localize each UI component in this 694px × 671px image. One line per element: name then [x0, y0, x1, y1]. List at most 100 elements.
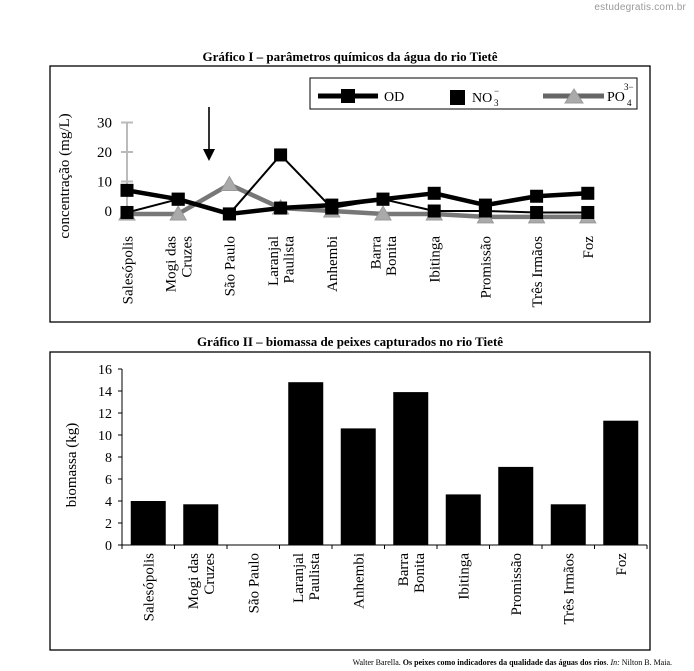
chart2-label-line: Mogi das — [186, 553, 202, 609]
source-in-label: In: — [610, 658, 620, 667]
chart2-x-tick-labels: Salesópolis Mogi das Cruzes São Paulo Laranj… — [142, 553, 631, 625]
chart1-point-od — [171, 192, 185, 206]
chart2-label-line: São Paulo — [247, 553, 263, 613]
chart2-label-sao-paulo: São Paulo — [247, 553, 263, 613]
chart1-label-line: Ibitinga — [427, 236, 443, 283]
chart2-label-salesopolis: Salesópolis — [142, 553, 158, 621]
chart1-series-lines — [126, 153, 588, 220]
chart1-point-od — [581, 186, 595, 200]
chart2-label-line: Anhembi — [352, 553, 368, 609]
legend-no3-label: NO — [472, 91, 492, 106]
chart1-title: Gráfico I – parâmetros químicos da água … — [202, 49, 498, 64]
chart1-y-tick-label: 0 — [105, 204, 113, 220]
legend-po4-subscript: 4 — [627, 98, 632, 108]
chart1-y-axis — [121, 121, 133, 217]
chart2-title: Gráfico II – biomassa de peixes capturad… — [196, 334, 504, 349]
chart1-x-tick-labels: Salesópolis Mogi das Cruzes São Paulo Laranj… — [120, 236, 597, 308]
chart1-y-tick-label: 30 — [97, 116, 112, 132]
chart1-point-od — [376, 192, 390, 206]
chart1-label-mogi-das-cruzes: Mogi das Cruzes — [164, 236, 196, 292]
chart2-y-axis-label: biomassa (kg) — [64, 423, 80, 508]
legend-od-marker — [341, 89, 355, 103]
chart2-y-tick-label: 10 — [98, 429, 112, 444]
chart2-label-foz: Foz — [614, 553, 630, 576]
chart2-label-line: Paulista — [307, 553, 323, 601]
chart2-label-tres-irmaos: Três Irmãos — [562, 553, 578, 625]
chart2-label-line: Cruzes — [202, 553, 218, 595]
site-watermark: estudegratis.com.br — [594, 2, 686, 13]
chart1-label-sao-paulo: São Paulo — [223, 236, 239, 296]
chart1-label-line: Barra — [368, 236, 384, 270]
chart2-y-tick-labels: 0 2 4 6 8 10 12 14 16 — [98, 363, 112, 554]
legend-po4-marker — [564, 88, 584, 104]
legend-od-label: OD — [384, 90, 404, 105]
source-citation: Walter Barella. Os peixes como indicador… — [352, 658, 672, 667]
legend-po4-superscript: 3− — [624, 82, 634, 92]
chart2-label-line: Salesópolis — [142, 553, 158, 621]
chart1-label-foz: Foz — [581, 236, 597, 259]
chart2-label-line: Três Irmãos — [562, 553, 578, 625]
chart1-point-no3 — [427, 204, 441, 218]
chart1-label-promissao: Promissão — [479, 236, 495, 299]
chart2-bar-salesopolis — [130, 501, 166, 545]
chart1-label-line: Cruzes — [179, 236, 195, 278]
chart1-label-line: Foz — [581, 236, 597, 259]
chart2-label-anhembi: Anhembi — [352, 553, 368, 609]
chart1-point-po4-3 — [169, 204, 188, 221]
chart1-point-no3 — [274, 148, 288, 162]
chart1-point-od — [530, 189, 544, 203]
legend-po4-label: PO — [607, 90, 625, 105]
legend-no3-marker — [450, 90, 465, 105]
chart1-y-tick-labels: 0 10 20 30 — [97, 116, 112, 221]
chart2-label-barra-bonita: Barra Bonita — [396, 553, 428, 593]
chart2-bar-barra-bonita — [393, 392, 429, 545]
chart1-point-od — [274, 201, 288, 215]
chart1-label-line: Bonita — [384, 236, 400, 276]
arrow-annotation — [203, 107, 215, 161]
chart2-label-line: Ibitinga — [457, 553, 473, 600]
chart1-label-anhembi: Anhembi — [325, 236, 341, 292]
chart2-label-line: Barra — [396, 553, 412, 587]
chart2-label-ibitinga: Ibitinga — [457, 553, 473, 600]
chart1-series-line-od — [126, 188, 588, 217]
chart2-label-line: Promissão — [509, 553, 525, 616]
chart1-series-markers — [118, 148, 597, 224]
legend-no3-subscript: 3 — [494, 98, 499, 108]
chart1-label-tres-irmaos: Três Irmãos — [530, 236, 546, 308]
chart2-y-tick-label: 14 — [98, 385, 112, 400]
chart2-label-mogi-das-cruzes: Mogi das Cruzes — [186, 553, 218, 609]
chart1-point-od — [478, 198, 492, 212]
chart2-y-tick-label: 12 — [98, 407, 112, 422]
chart2-label-line: Foz — [614, 553, 630, 576]
chart1-point-od — [222, 207, 236, 221]
chart2-y-tick-label: 0 — [105, 539, 112, 554]
chart1-label-salesopolis: Salesópolis — [120, 236, 136, 304]
chart1-series-line-po4-3 — [127, 182, 588, 220]
chart2-bar-promissao — [498, 466, 534, 545]
chart2-bar-laranjal-paulista — [288, 382, 324, 545]
chart1-label-line: São Paulo — [223, 236, 239, 296]
chart1-point-no3 — [581, 205, 595, 219]
chart1-label-line: Três Irmãos — [530, 236, 546, 308]
chart1-legend: OD NO 3− PO 43− — [318, 82, 634, 108]
chart1-label-barra-bonita: Barra Bonita — [368, 236, 400, 276]
chart2-bar-foz — [603, 420, 639, 545]
chart1-label-line: Laranjal — [266, 236, 282, 286]
chart1-label-line: Promissão — [479, 236, 495, 299]
chart2-y-tick-label: 4 — [105, 495, 112, 510]
chart1-point-no3 — [120, 205, 134, 219]
chart2-label-line: Bonita — [412, 553, 428, 593]
chart2-label-promissao: Promissão — [509, 553, 525, 616]
legend-no3-superscript: − — [494, 86, 499, 96]
chart2-frame — [49, 351, 651, 651]
chart1-frame — [49, 65, 651, 323]
chart1-point-po4-3 — [220, 175, 239, 191]
chart1-label-line: Anhembi — [325, 236, 341, 292]
chart2-y-tick-label: 16 — [98, 363, 112, 378]
chart1-label-line: Salesópolis — [120, 236, 136, 304]
chart2-bar-tres-irmaos — [550, 504, 586, 545]
chart1-point-no3 — [530, 205, 544, 219]
chart1-label-ibitinga: Ibitinga — [427, 236, 443, 283]
chart2-bar-anhembi — [340, 428, 376, 545]
chart1-point-od — [120, 183, 134, 197]
